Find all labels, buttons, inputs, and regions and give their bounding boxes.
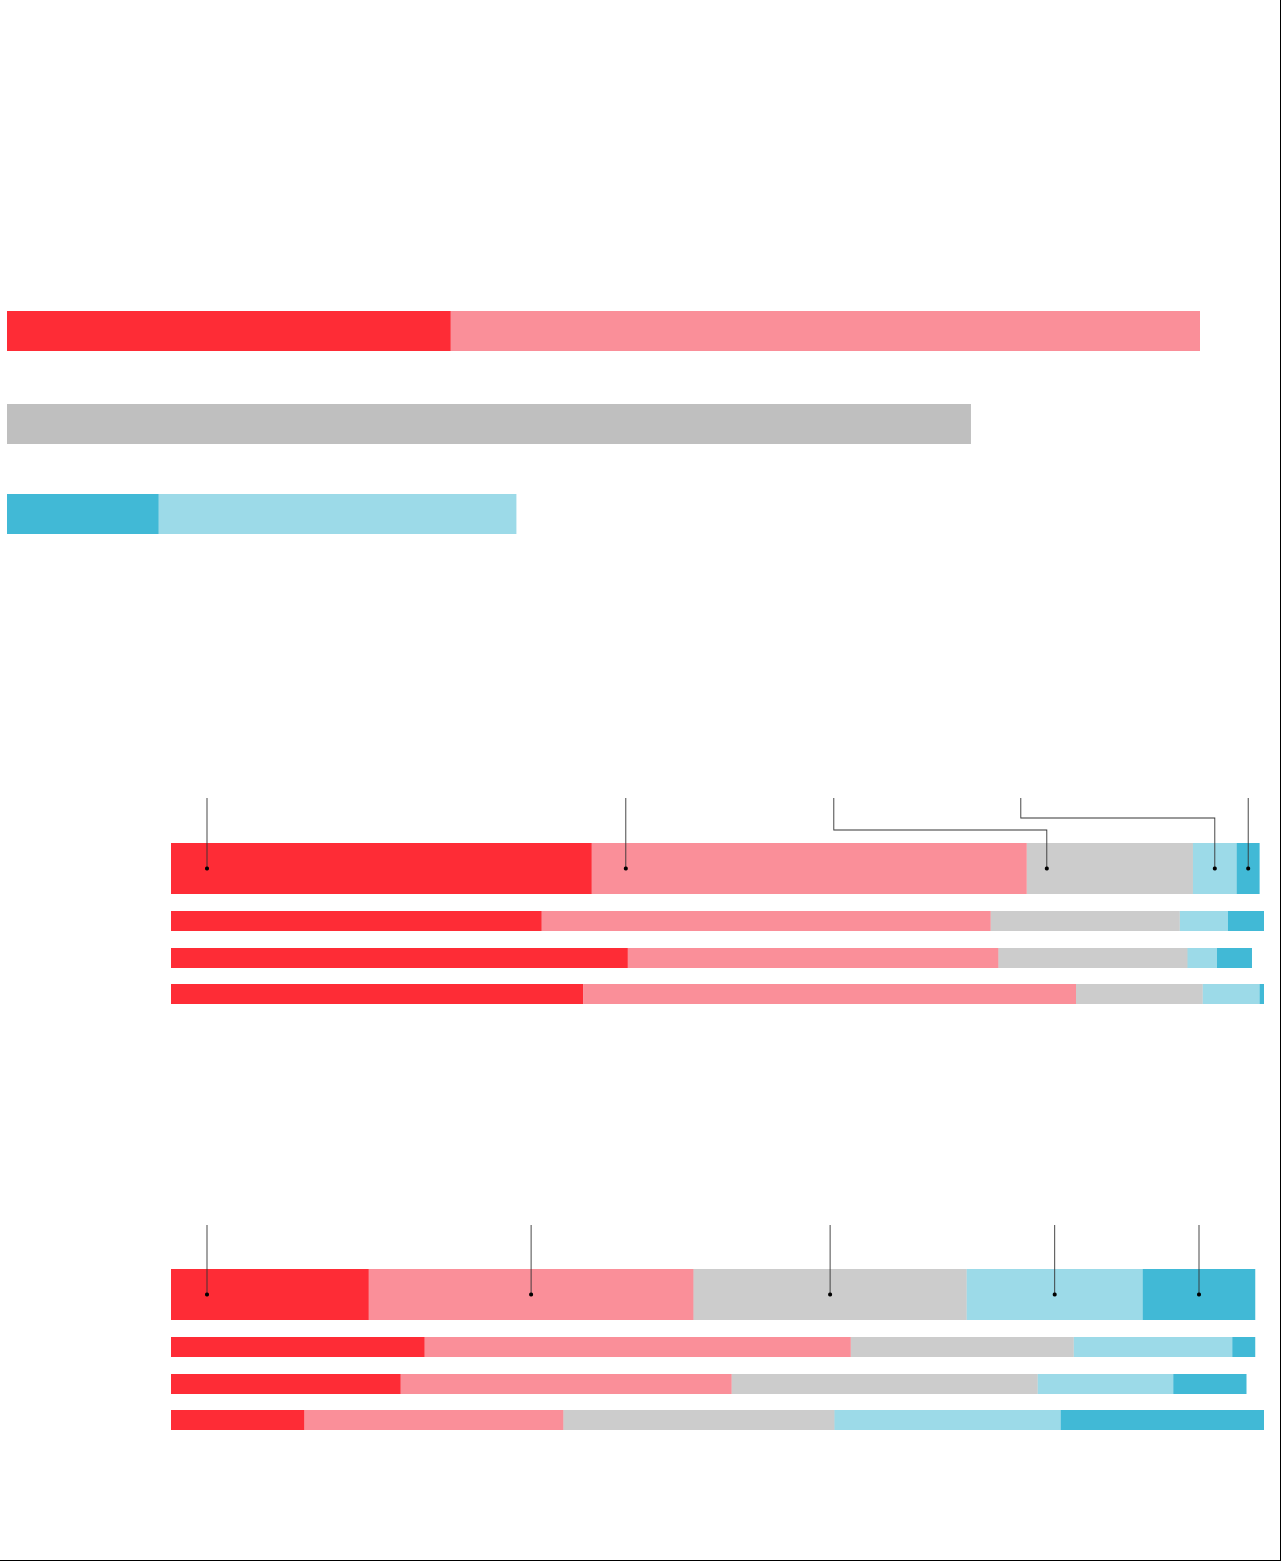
bar-segment-row3-series1 xyxy=(171,948,628,968)
bar-segment-row4-series5 xyxy=(1060,1410,1264,1430)
bar-segment-row2-series3 xyxy=(850,1337,1074,1357)
bar-segment-row3-series3 xyxy=(731,1374,1038,1394)
callout-dot-series5 xyxy=(1197,1292,1201,1297)
bar-segment-row4-series4 xyxy=(1202,984,1260,1004)
bar-segment-row2-series4 xyxy=(1073,1337,1233,1357)
bar-segment-row2-series1 xyxy=(171,1337,425,1357)
callout-dot-series1 xyxy=(205,866,209,871)
bar-segment-row2-series4 xyxy=(1179,911,1228,931)
bar-segment-row2-series5 xyxy=(1232,1337,1256,1357)
callout-dot-series2 xyxy=(623,866,628,871)
bar-segment-row2-series2 xyxy=(541,911,991,931)
bar-segment-row2-series2 xyxy=(424,1337,851,1357)
bar-segment-row3-series1 xyxy=(171,1374,401,1394)
middle-stacked-bar-chart xyxy=(171,798,1264,1004)
bar-segment-row4-series1 xyxy=(171,1410,305,1430)
callout-dot-series3 xyxy=(1044,866,1049,871)
bar-segment-row3-series4 xyxy=(1187,948,1217,968)
bar-segment-row4-series3 xyxy=(1076,984,1203,1004)
bar-segment-row1-series1 xyxy=(171,1269,369,1320)
bar-segment-row3-series4 xyxy=(7,494,159,534)
bar-segment-row2-series3 xyxy=(7,404,971,444)
bar-segment-row3-series5 xyxy=(1217,948,1252,968)
bar-segment-row4-series5 xyxy=(1259,984,1264,1004)
bar-segment-row1-series2 xyxy=(450,311,1200,351)
bar-segment-row2-series3 xyxy=(990,911,1180,931)
bar-segment-row1-series2 xyxy=(591,843,1027,894)
bar-segment-row3-series5 xyxy=(1173,1374,1247,1394)
callout-dot-series4 xyxy=(1212,866,1217,871)
bar-segment-row2-series1 xyxy=(171,911,542,931)
bar-segment-row4-series2 xyxy=(304,1410,564,1430)
bar-segment-row2-series5 xyxy=(1227,911,1264,931)
bar-segment-row1-series1 xyxy=(7,311,451,351)
bar-segment-row3-series2 xyxy=(400,1374,732,1394)
callout-dot-series4 xyxy=(1052,1292,1057,1297)
bar-segment-row4-series2 xyxy=(583,984,1076,1004)
callout-dot-series2 xyxy=(529,1292,534,1297)
bar-segment-row1-series1 xyxy=(171,843,592,894)
callout-line-series4 xyxy=(1020,798,1216,869)
callout-line-series3 xyxy=(833,798,1048,869)
bottom-stacked-bar-chart xyxy=(171,1225,1264,1430)
top-bar-chart xyxy=(7,311,1200,534)
bar-segment-row4-series4 xyxy=(834,1410,1061,1430)
callout-dot-series1 xyxy=(205,1292,209,1297)
bar-segment-row3-series5 xyxy=(158,494,517,534)
bar-segment-row4-series3 xyxy=(563,1410,835,1430)
bar-segment-row4-series1 xyxy=(171,984,584,1004)
bar-segment-row1-series3 xyxy=(1026,843,1193,894)
bar-segment-row3-series4 xyxy=(1037,1374,1174,1394)
bar-segment-row3-series2 xyxy=(627,948,999,968)
callout-dot-series3 xyxy=(828,1292,833,1297)
callout-dot-series5 xyxy=(1246,866,1251,871)
bar-segment-row3-series3 xyxy=(998,948,1188,968)
